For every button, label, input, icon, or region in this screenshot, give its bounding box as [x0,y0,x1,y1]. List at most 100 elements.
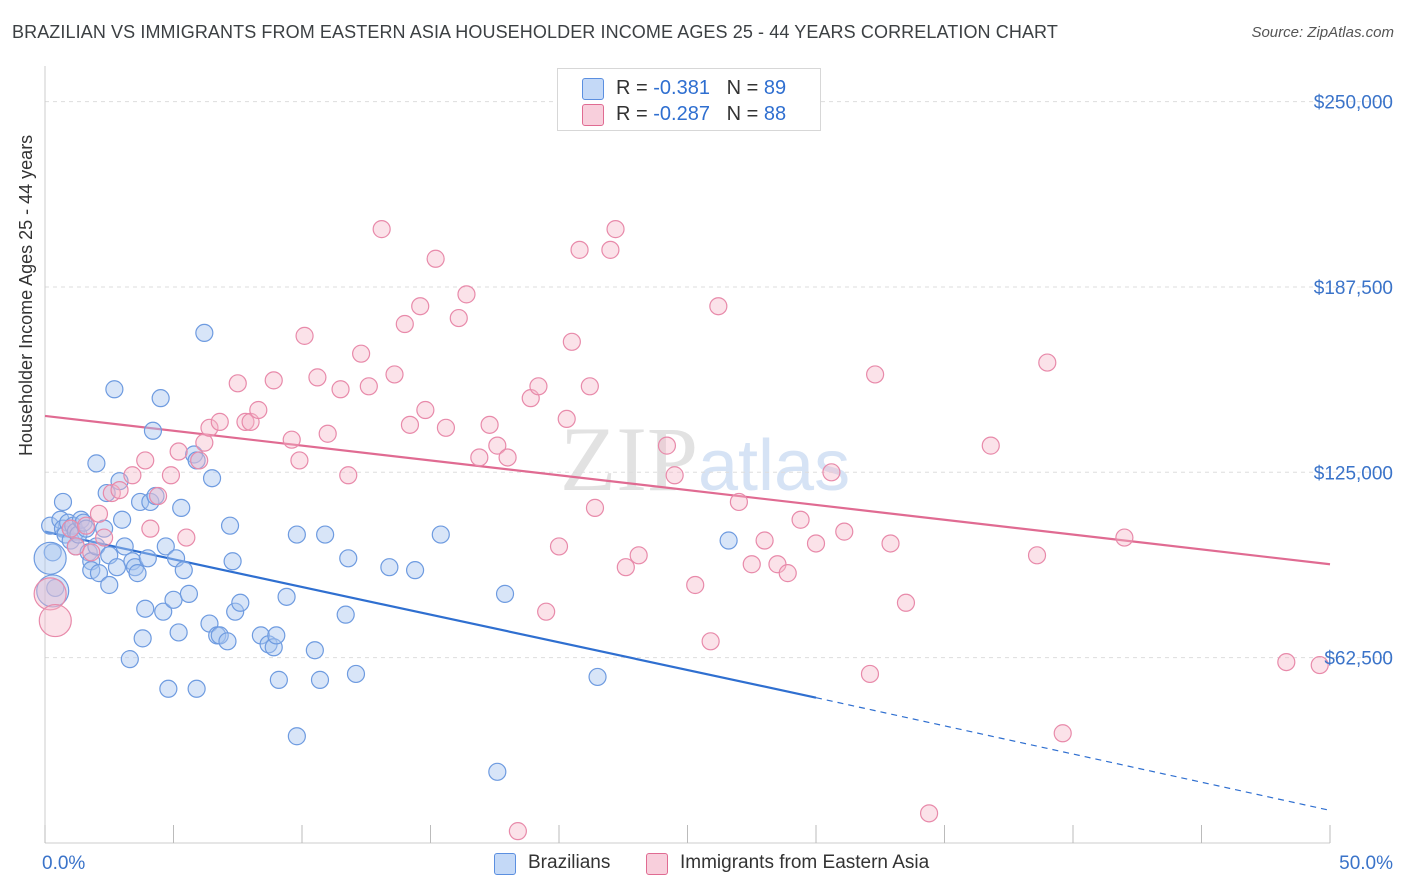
eastern-asia-point [881,534,900,553]
x-tick-label-max: 50.0% [1339,853,1393,874]
eastern-asia-point [95,528,114,547]
watermark: ZIPatlas [560,408,850,510]
eastern-asia-point [981,436,1000,455]
brazilians-point [220,516,240,535]
brazilians-point [202,469,222,488]
brazilians-point [719,531,738,550]
blue-n-value: 89 [763,77,787,99]
brazilians-point [226,602,245,621]
brazilians-point [179,584,199,603]
brazilians-point [287,525,306,544]
eastern-asia-point [1053,724,1072,743]
brazilians-point [120,650,139,669]
eastern-asia-point [82,543,101,562]
eastern-asia-swatch [646,853,668,875]
brazilians-point [164,590,183,609]
brazilians-swatch [494,853,516,875]
eastern-asia-point [177,528,196,547]
eastern-asia-point [585,498,605,517]
eastern-asia-point [169,442,188,461]
brazilians-point [588,667,607,687]
brazilians-point [36,574,70,608]
blue-r-label: R = [616,77,654,99]
eastern-asia-point [339,466,358,485]
brazilians-point [231,593,250,612]
eastern-asia-point [470,448,489,467]
eastern-asia-point [385,365,404,384]
brazilians-point [172,498,191,517]
eastern-asia-point [601,240,620,259]
y-tick-label: $62,500 [1324,649,1393,670]
brazilians-point [431,525,450,544]
eastern-asia-point [480,415,499,434]
brazilians-point [277,587,296,606]
eastern-asia-point [318,424,337,443]
eastern-asia-point [200,418,219,437]
brazilians-point [223,552,242,571]
brazilians-point [130,492,150,512]
eastern-asia-point [249,400,268,420]
blue-swatch [582,78,604,100]
eastern-asia-point [436,418,456,437]
legend-label-brazilians: Brazilians [528,852,611,873]
eastern-asia-point [665,466,684,485]
eastern-asia-point [457,285,476,304]
brazilians-point [159,679,178,698]
eastern-asia-point [290,451,309,470]
eastern-asia-point [1027,546,1047,565]
eastern-asia-point [416,400,435,420]
eastern-asia-point [549,537,569,556]
brazilians-point [169,623,188,642]
eastern-asia-point [264,371,283,390]
brazilians-point [53,492,73,512]
watermark-atlas: atlas [698,426,850,506]
eastern-asia-point [426,249,445,268]
brazilians-point [339,549,358,568]
eastern-asia-point [791,510,810,529]
blue-r-value: -0.381 [653,77,710,99]
brazilians-point [305,641,324,660]
eastern-asia-point [210,412,229,431]
pink-n-value: 88 [763,103,787,125]
eastern-asia-point [686,575,705,595]
eastern-asia-point [806,534,826,553]
brazilians-point [346,664,366,684]
eastern-asia-point [919,804,939,823]
brazilians-point [33,541,67,575]
eastern-asia-point [1277,652,1296,672]
eastern-asia-point [657,436,677,455]
eastern-asia-point [1038,353,1057,372]
eastern-asia-point [141,519,160,538]
eastern-asia-point [498,448,517,467]
eastern-asia-point [701,632,720,651]
brazilians-point [187,679,206,698]
eastern-asia-point [161,466,181,485]
eastern-asia-point [352,344,371,363]
eastern-asia-point [778,564,797,583]
eastern-asia-point [1115,528,1134,547]
brazilians-point [112,510,132,529]
brazilians-point [269,670,288,689]
eastern-asia-point [136,451,155,470]
pink-swatch [582,104,604,126]
correlation-legend: R = -0.381 N = 89 R = -0.287 N = 88 [557,68,821,131]
brazilians-trend-extension [815,697,1331,811]
eastern-asia-point [449,308,468,328]
eastern-asia-point [331,380,350,399]
eastern-asia-point [236,412,255,431]
brazilians-point [43,543,62,562]
eastern-asia-point [822,463,841,482]
brazilians-point [87,454,106,473]
eastern-asia-point [508,822,527,841]
brazilians-point [133,629,152,648]
eastern-asia-point [38,603,72,638]
eastern-asia-point [488,436,507,455]
eastern-asia-point [190,451,209,470]
eastern-asia-point [295,326,314,345]
brazilians-point [267,626,286,645]
eastern-asia-point [77,516,96,535]
x-tick-label-min: 0.0% [42,853,85,874]
watermark-zip: ZIP [560,408,698,510]
brazilians-point [138,549,157,568]
eastern-asia-point [282,430,301,449]
